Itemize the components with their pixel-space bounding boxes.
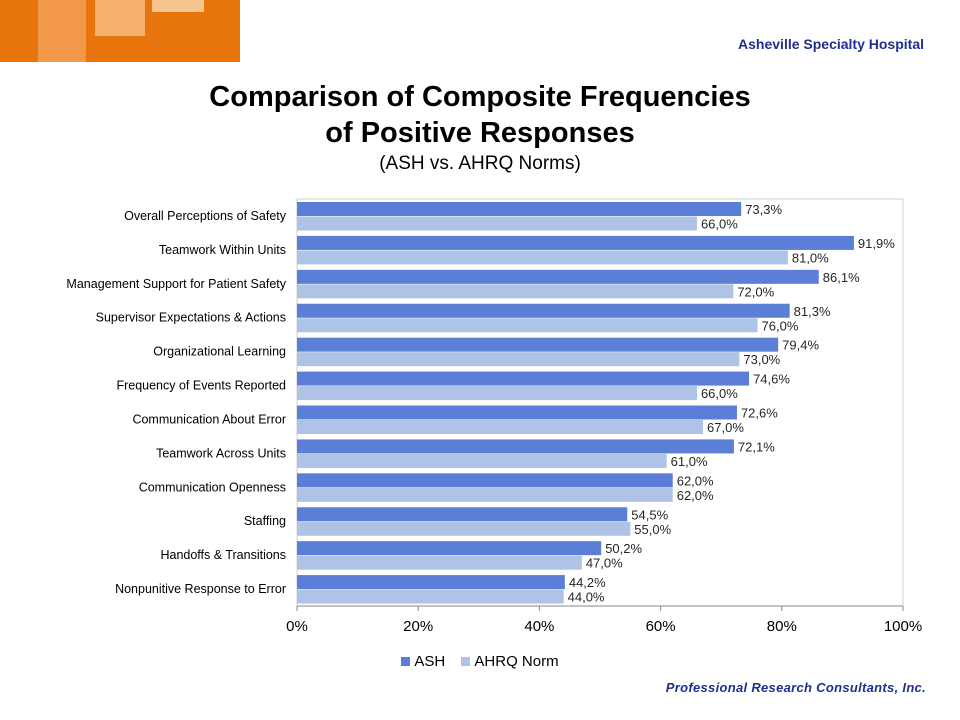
data-label: 73,0% (743, 352, 780, 367)
bar (297, 487, 673, 502)
data-label: 62,0% (677, 488, 714, 503)
data-label: 76,0% (762, 318, 799, 333)
legend-label-ahrq: AHRQ Norm (474, 653, 559, 670)
data-label: 74,6% (753, 372, 790, 387)
data-label: 81,3% (794, 304, 831, 319)
bar (297, 575, 565, 590)
category-label: Teamwork Within Units (159, 243, 286, 257)
bar (297, 303, 790, 318)
legend-item-ahrq: AHRQ Norm (461, 653, 559, 670)
category-label: Teamwork Across Units (156, 446, 286, 460)
bar (297, 269, 819, 284)
chart-title-line2: of Positive Responses (325, 117, 635, 149)
data-label: 66,0% (701, 386, 738, 401)
legend-swatch-ahrq (461, 657, 471, 666)
data-label: 72,6% (741, 406, 778, 421)
data-label: 67,0% (707, 420, 744, 435)
bar (297, 589, 564, 604)
category-label: Handoffs & Transitions (160, 548, 286, 562)
category-label: Management Support for Patient Safety (66, 277, 286, 291)
data-label: 47,0% (586, 556, 623, 571)
category-label: Communication Openness (139, 480, 286, 494)
x-tick-label: 80% (767, 618, 797, 635)
category-label: Staffing (244, 514, 286, 528)
bar (297, 507, 628, 522)
logo-square-2 (95, 0, 145, 36)
bar (297, 555, 582, 570)
x-tick-label: 40% (524, 618, 554, 635)
data-label: 86,1% (823, 270, 860, 285)
data-label: 61,0% (671, 454, 708, 469)
bar (297, 216, 697, 231)
data-label: 72,0% (737, 284, 774, 299)
legend-swatch-ash (401, 657, 411, 666)
chart-legend: ASH AHRQ Norm (0, 653, 960, 670)
data-label: 50,2% (605, 541, 642, 556)
chart-title-line1: Comparison of Composite Frequencies (209, 81, 751, 113)
bar (297, 250, 788, 265)
bar (297, 337, 779, 352)
bar (297, 318, 758, 333)
data-label: 55,0% (634, 522, 671, 537)
data-label: 44,2% (569, 575, 606, 590)
data-label: 81,0% (792, 250, 829, 265)
header-logo-block (0, 0, 240, 62)
logo-square-1 (38, 0, 86, 62)
category-label: Overall Perceptions of Safety (124, 209, 287, 223)
bar (297, 521, 631, 536)
bar (297, 439, 734, 454)
data-label: 91,9% (858, 236, 895, 251)
bar (297, 420, 704, 434)
bar (297, 541, 602, 556)
data-label: 72,1% (738, 439, 775, 454)
legend-item-ash: ASH (401, 653, 445, 670)
category-label: Organizational Learning (153, 345, 286, 359)
hospital-name: Asheville Specialty Hospital (738, 36, 924, 52)
logo-square-3 (152, 0, 204, 12)
category-label: Nonpunitive Response to Error (115, 582, 286, 596)
x-tick-label: 0% (286, 618, 308, 635)
data-label: 66,0% (701, 217, 738, 232)
bar (297, 473, 673, 488)
data-label: 62,0% (677, 473, 714, 488)
bar (297, 371, 750, 386)
category-label: Frequency of Events Reported (116, 379, 286, 393)
data-label: 73,3% (745, 202, 782, 217)
x-tick-label: 100% (884, 618, 922, 635)
x-tick-label: 20% (403, 618, 433, 635)
bar (297, 386, 697, 401)
category-label: Supervisor Expectations & Actions (96, 311, 286, 325)
data-label: 79,4% (782, 338, 819, 353)
footer-logo: Professional Research Consultants, Inc. (665, 680, 926, 695)
bar (297, 352, 740, 367)
bar (297, 202, 742, 216)
chart-subtitle: (ASH vs. AHRQ Norms) (379, 153, 581, 174)
legend-label-ash: ASH (414, 653, 446, 670)
bar (297, 235, 854, 250)
category-label: Communication About Error (132, 412, 286, 426)
data-label: 44,0% (568, 590, 605, 605)
data-label: 54,5% (631, 507, 668, 522)
bar (297, 453, 667, 468)
bar (297, 405, 737, 420)
bar (297, 284, 734, 299)
x-tick-label: 60% (646, 618, 676, 635)
